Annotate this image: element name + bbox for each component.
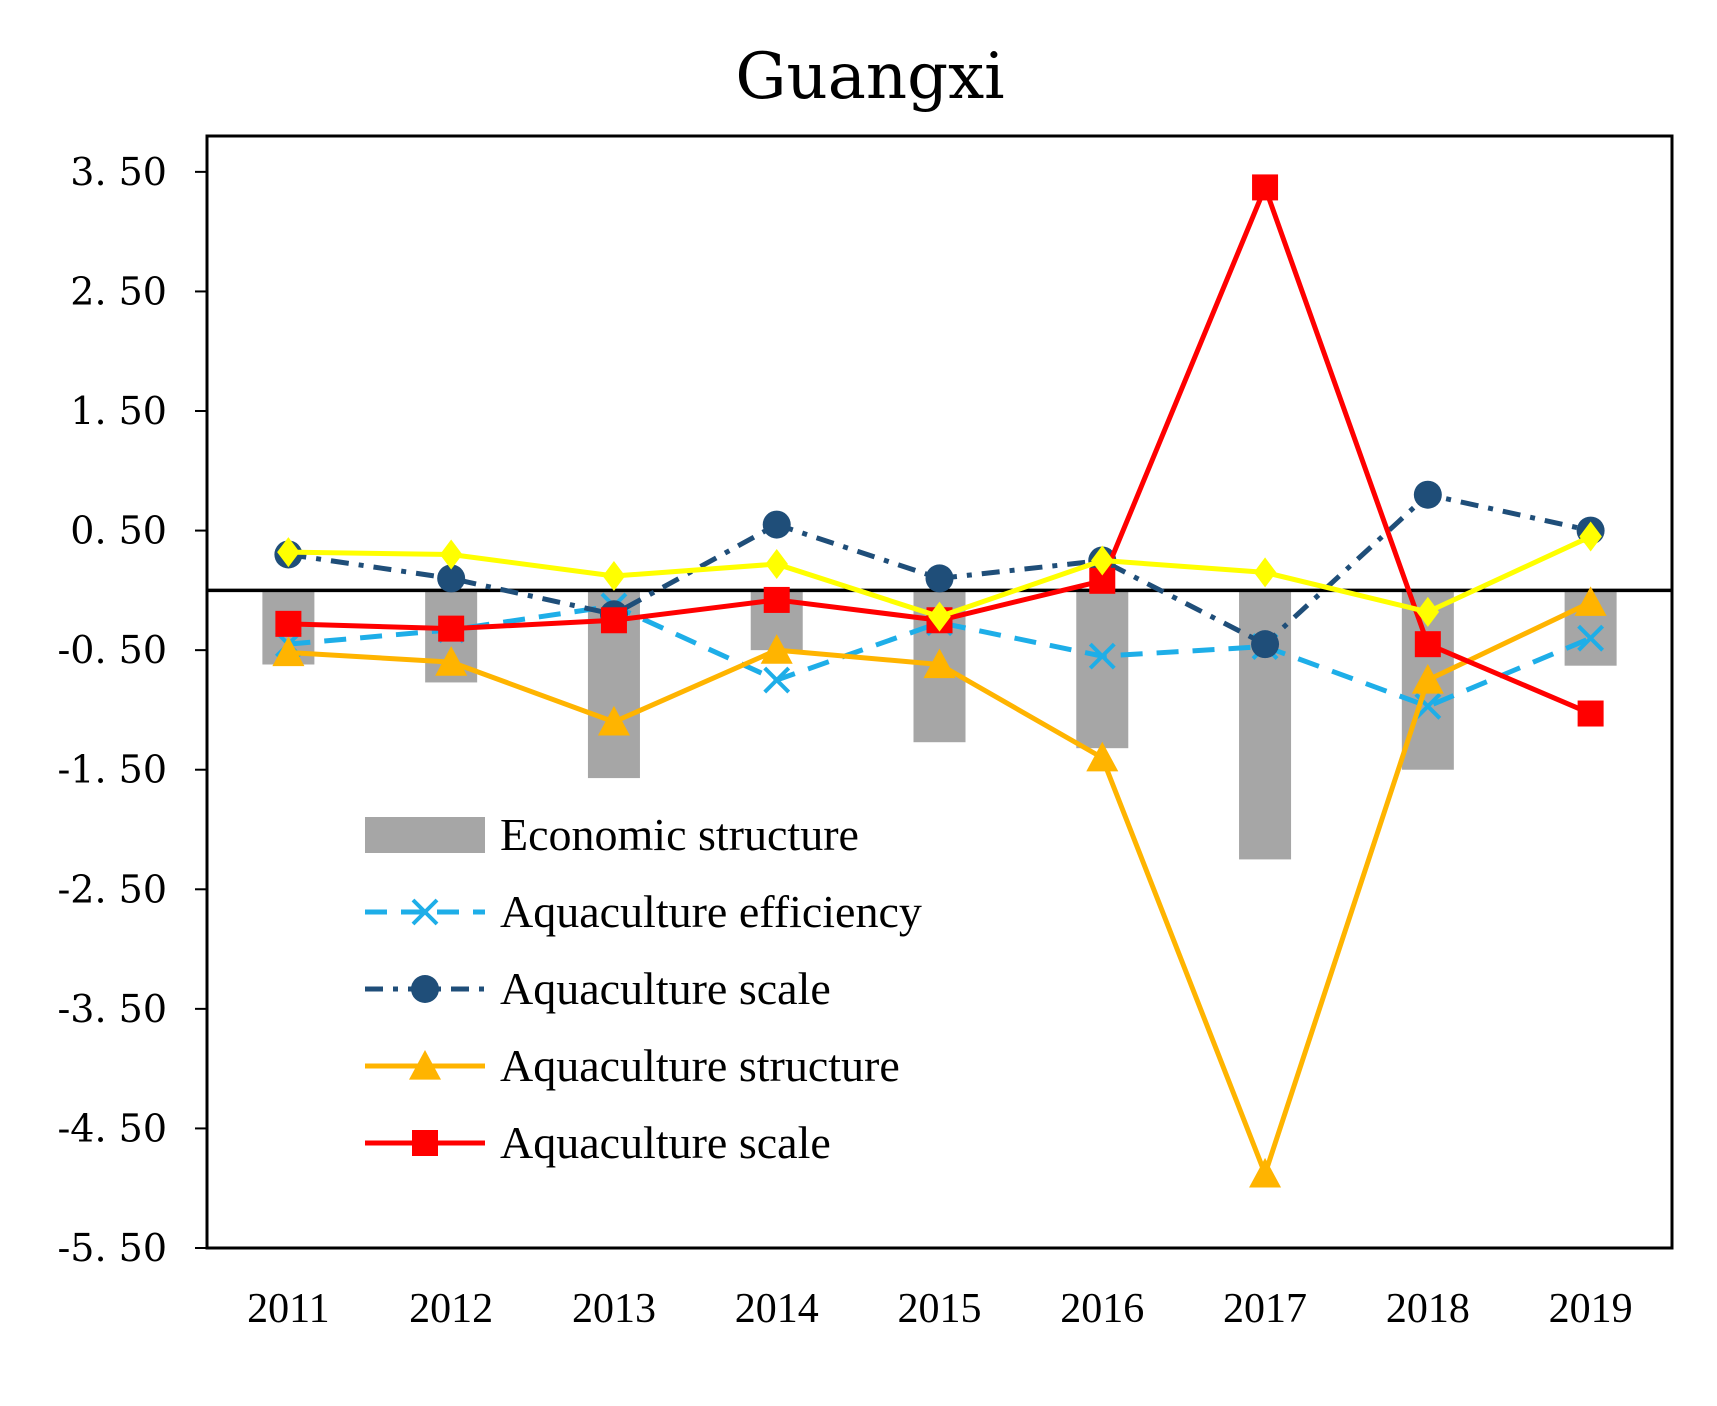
point-marker-diamond [1416,596,1440,627]
y-tick-label: -2. 50 [57,867,167,911]
point-marker-diamond [765,549,788,580]
marker-stroke [411,898,439,926]
point-marker-diamond [277,537,300,568]
y-tick-label: -1. 50 [57,748,167,792]
point-marker-triangle [1411,664,1444,694]
legend-item: Economic structure [365,809,859,860]
point-marker-circle [1251,630,1280,659]
chart-title: Guangxi [735,40,1004,114]
point-marker-triangle [760,634,793,664]
legend-label: Aquaculture scale [500,1117,831,1168]
y-tick-label: -3. 50 [57,987,167,1031]
legend-swatch-bar [365,817,485,853]
legend-item: Aquaculture scale [365,963,831,1014]
y-tick-label: -5. 50 [57,1226,167,1270]
point-marker-triangle [272,636,305,667]
x-tick-label: 2014 [735,1286,819,1332]
x-tick-label: 2015 [898,1286,982,1332]
point-marker-triangle [409,1050,441,1080]
plot-area: 3. 50 2. 50 1. 50 0. 50 -0. 50 -1. 50 -2. 50 -3… [57,134,1674,1332]
point-marker-triangle [435,646,468,676]
x-tick-label: 2017 [1223,1286,1307,1332]
y-tick-label: 0. 50 [70,509,167,553]
point-marker-triangle [1249,1157,1282,1188]
point-marker-x [1577,624,1605,652]
marker-stroke [1577,624,1605,652]
legend-label: Aquaculture efficiency [500,886,922,937]
point-marker-square [438,615,465,642]
point-marker-diamond [439,539,463,570]
point-marker-circle [411,975,439,1003]
point-marker-triangle [597,705,630,736]
point-marker-x [1088,642,1116,670]
x-tick-label: 2019 [1549,1286,1633,1332]
point-marker-diamond [1253,557,1277,588]
y-tick-label: -4. 50 [57,1106,167,1150]
x-tick-label: 2018 [1386,1286,1470,1332]
legend-item: Aquaculture efficiency [365,886,922,937]
legend-label: Economic structure [500,809,859,860]
point-marker-diamond [602,561,626,592]
x-tick-label: 2011 [247,1286,329,1332]
point-marker-circle [1413,480,1442,509]
marker-stroke [1414,692,1442,720]
legend: Economic structure Aquaculture efficiency… [365,809,922,1168]
point-marker-circle [437,564,466,593]
x-tick-label: 2016 [1060,1286,1144,1332]
point-marker-diamond [928,601,951,632]
point-marker-square [1252,174,1279,201]
x-tick-label: 2013 [572,1286,656,1332]
point-marker-circle [762,510,791,539]
legend-label: Aquaculture structure [500,1040,900,1091]
point-marker-square [275,610,302,637]
y-tick-label: 3. 50 [70,150,167,194]
y-tick-label: -0. 50 [57,628,167,672]
marker-stroke [763,666,791,694]
bar [1076,590,1129,749]
point-marker-circle [925,564,954,593]
point-marker-square [1414,631,1441,658]
point-marker-square [1577,700,1604,727]
point-marker-diamond [1579,521,1602,552]
point-marker-square [412,1130,438,1156]
legend-label: Aquaculture scale [500,963,831,1014]
point-marker-x [411,898,439,926]
point-marker-triangle [1574,586,1607,616]
x-tick-label: 2012 [409,1286,493,1332]
point-marker-square [763,586,790,613]
point-marker-triangle [1086,741,1119,772]
point-marker-x [763,666,791,694]
series-line [288,603,1592,709]
legend-item: Aquaculture scale [365,1117,831,1168]
point-marker-triangle [923,648,956,679]
y-tick-label: 1. 50 [70,389,167,433]
legend-item: Aquaculture structure [365,1040,900,1091]
marker-stroke [1088,642,1116,670]
y-tick-label: 2. 50 [70,269,167,313]
point-marker-square [600,607,627,634]
plot-frame [205,134,1674,1250]
point-marker-diamond [1091,545,1114,576]
